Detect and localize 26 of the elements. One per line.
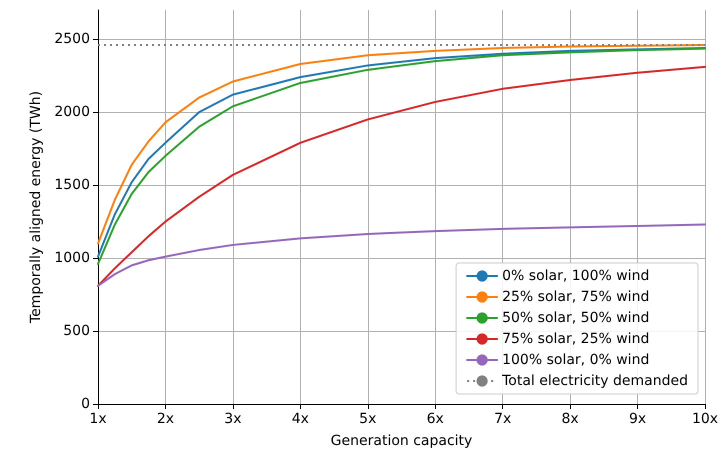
x-tick-label: 6x: [426, 411, 444, 427]
y-tick-label: 1000: [54, 250, 90, 266]
x-tick-label: 5x: [359, 411, 376, 427]
line-series: [97, 224, 706, 287]
legend-label: 0% solar, 100% wind: [502, 268, 650, 284]
y-tick-label: 2500: [54, 31, 90, 48]
x-tick-label: 10x: [692, 411, 718, 427]
y-tick-label: 2000: [54, 104, 90, 120]
legend-label: 100% solar, 0% wind: [502, 352, 650, 368]
x-tick-label: 7x: [494, 411, 512, 427]
x-tick-label: 8x: [562, 411, 579, 427]
legend-label: 75% solar, 25% wind: [502, 331, 650, 347]
x-tick-label: 1x: [89, 411, 107, 427]
x-axis-title: Generation capacity: [330, 433, 472, 449]
x-tick-label: 2x: [156, 411, 174, 427]
legend-label: 50% solar, 50% wind: [502, 310, 650, 326]
x-tick-label: 4x: [292, 411, 309, 427]
y-tick-label: 1500: [54, 177, 90, 194]
y-tick-label: 0: [81, 396, 90, 412]
legend-label: Total electricity demanded: [501, 373, 688, 389]
legend-label: 25% solar, 75% wind: [502, 289, 650, 305]
y-tick-label: 500: [63, 323, 90, 340]
line-series: [97, 66, 706, 287]
x-tick-label: 3x: [224, 411, 242, 427]
y-axis-title: Temporally aligned energy (TWh): [28, 90, 44, 324]
x-tick-label: 9x: [628, 411, 646, 427]
